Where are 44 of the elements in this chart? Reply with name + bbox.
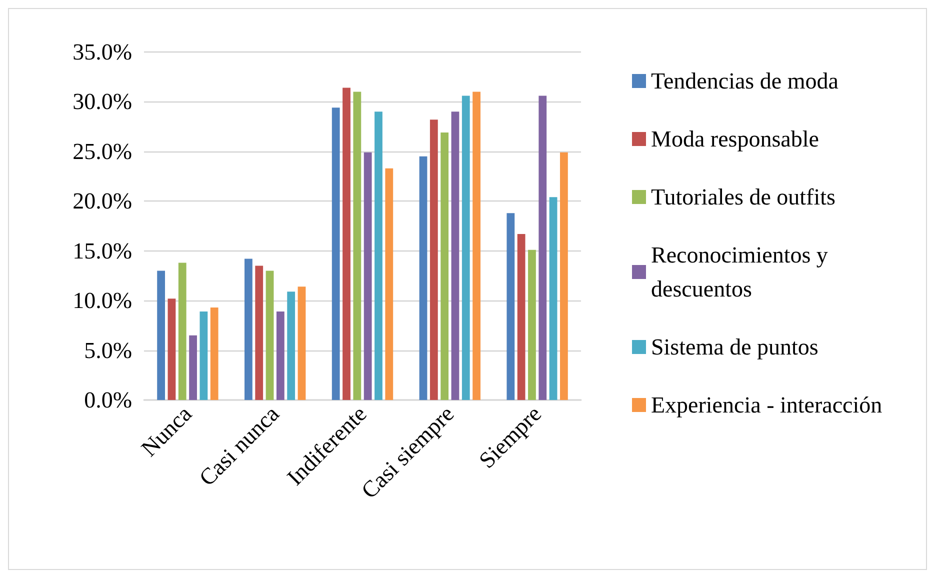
- bar: [244, 258, 252, 400]
- legend-label: Experiencia - interacción: [651, 392, 883, 418]
- bar: [332, 108, 340, 400]
- bar: [430, 120, 438, 400]
- bar: [210, 308, 218, 400]
- legend-label: Tutoriales de outfits: [651, 184, 836, 210]
- bar: [385, 168, 394, 400]
- legend-label: Reconocimientos y descuentos: [651, 242, 834, 302]
- y-tick-label: 25.0%: [72, 138, 132, 164]
- legend-label: Sistema de puntos: [651, 334, 818, 360]
- bar: [276, 312, 284, 400]
- y-tick-label: 5.0%: [84, 338, 132, 363]
- bar: [528, 250, 536, 400]
- y-tick-label: 0.0%: [84, 388, 132, 412]
- bar: [549, 197, 558, 400]
- bar: [462, 96, 470, 400]
- bar: [168, 298, 176, 400]
- bar: [287, 292, 296, 400]
- y-tick-label: 30.0%: [72, 89, 132, 114]
- legend-label: Moda responsable: [651, 126, 819, 152]
- bar: [440, 132, 449, 400]
- bar: [255, 266, 264, 400]
- bar: [506, 213, 515, 400]
- bar: [451, 112, 460, 400]
- bar: [353, 92, 362, 400]
- y-tick-label: 10.0%: [72, 288, 132, 314]
- bar: [189, 335, 197, 400]
- bar: [157, 270, 166, 400]
- bar: [374, 112, 382, 400]
- bar: [342, 88, 350, 400]
- bar: [266, 270, 274, 400]
- y-tick-label: 15.0%: [72, 238, 132, 264]
- bar: [178, 262, 186, 400]
- bar: [517, 234, 526, 400]
- bar: [298, 286, 306, 400]
- bar: [472, 92, 480, 400]
- bar: [200, 312, 208, 400]
- bar: [364, 152, 372, 400]
- y-tick-label: 20.0%: [72, 188, 132, 214]
- bar: [538, 96, 547, 400]
- bar: [560, 152, 568, 400]
- bar: [419, 156, 428, 400]
- legend-label: Tendencias de moda: [651, 68, 838, 94]
- y-tick-label: 35.0%: [72, 40, 132, 64]
